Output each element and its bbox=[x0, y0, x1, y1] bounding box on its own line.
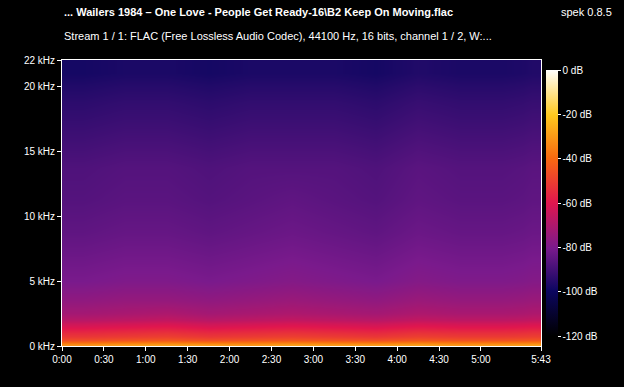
svg-text:-20 dB: -20 dB bbox=[563, 109, 593, 120]
svg-text:20 kHz: 20 kHz bbox=[24, 81, 55, 92]
svg-text:-80 dB: -80 dB bbox=[563, 242, 593, 253]
svg-text:22 kHz: 22 kHz bbox=[24, 55, 55, 66]
svg-text:0:30: 0:30 bbox=[94, 354, 114, 365]
svg-text:2:30: 2:30 bbox=[262, 354, 282, 365]
svg-text:-120 dB: -120 dB bbox=[563, 331, 598, 342]
svg-text:1:00: 1:00 bbox=[136, 354, 156, 365]
svg-text:4:00: 4:00 bbox=[387, 354, 407, 365]
svg-text:Stream 1 / 1: FLAC (Free Lossl: Stream 1 / 1: FLAC (Free Lossless Audio … bbox=[64, 30, 492, 42]
svg-text:3:30: 3:30 bbox=[346, 354, 366, 365]
svg-text:0:00: 0:00 bbox=[52, 354, 72, 365]
svg-text:5:00: 5:00 bbox=[471, 354, 491, 365]
svg-text:spek 0.8.5: spek 0.8.5 bbox=[561, 6, 612, 18]
svg-text:-60 dB: -60 dB bbox=[563, 198, 593, 209]
svg-text:5:43: 5:43 bbox=[531, 354, 551, 365]
svg-text:5 kHz: 5 kHz bbox=[29, 276, 55, 287]
svg-text:15 kHz: 15 kHz bbox=[24, 146, 55, 157]
svg-text:... Wailers 1984 – One Love -: ... Wailers 1984 – One Love - People Get… bbox=[64, 6, 453, 18]
svg-text:2:00: 2:00 bbox=[220, 354, 240, 365]
svg-text:4:30: 4:30 bbox=[429, 354, 449, 365]
svg-text:-100 dB: -100 dB bbox=[563, 286, 598, 297]
svg-text:10 kHz: 10 kHz bbox=[24, 211, 55, 222]
svg-text:0 dB: 0 dB bbox=[563, 65, 584, 76]
svg-text:3:00: 3:00 bbox=[304, 354, 324, 365]
svg-text:1:30: 1:30 bbox=[178, 354, 198, 365]
svg-text:-40 dB: -40 dB bbox=[563, 153, 593, 164]
svg-text:0 kHz: 0 kHz bbox=[29, 341, 55, 352]
